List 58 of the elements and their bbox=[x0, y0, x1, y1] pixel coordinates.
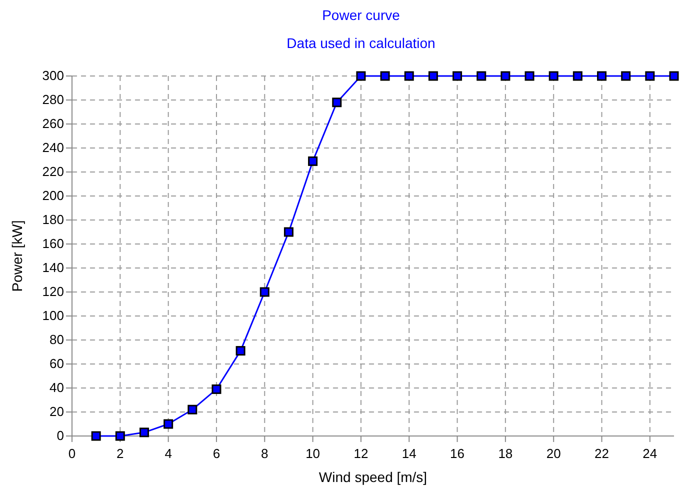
point bbox=[212, 384, 222, 394]
x-tick-label: 4 bbox=[164, 446, 172, 461]
point bbox=[597, 71, 607, 81]
point bbox=[236, 346, 246, 356]
point bbox=[524, 71, 534, 81]
y-tick-label: 260 bbox=[42, 116, 64, 131]
x-tick-label: 12 bbox=[354, 446, 368, 461]
point bbox=[308, 156, 318, 166]
y-tick-label: 40 bbox=[50, 380, 64, 395]
point bbox=[645, 71, 655, 81]
x-tick-label: 14 bbox=[402, 446, 416, 461]
y-tick-label: 60 bbox=[50, 356, 64, 371]
y-tick-label: 20 bbox=[50, 404, 64, 419]
point bbox=[188, 404, 198, 414]
point bbox=[452, 71, 462, 81]
point bbox=[139, 428, 149, 438]
point bbox=[548, 71, 558, 81]
x-tick-label: 8 bbox=[261, 446, 268, 461]
x-tick-label: 22 bbox=[594, 446, 609, 461]
y-tick-label: 240 bbox=[42, 140, 64, 155]
y-tick-label: 80 bbox=[50, 332, 64, 347]
point bbox=[621, 71, 631, 81]
y-tick-label: 100 bbox=[42, 308, 64, 323]
point bbox=[404, 71, 414, 81]
point bbox=[428, 71, 438, 81]
x-tick-label: 16 bbox=[450, 446, 465, 461]
chart-title: Power curve bbox=[322, 7, 400, 23]
x-tick-label: 2 bbox=[116, 446, 124, 461]
point bbox=[476, 71, 486, 81]
point bbox=[356, 71, 366, 81]
point bbox=[260, 287, 270, 297]
y-tick-label: 280 bbox=[42, 92, 64, 107]
x-tick-label: 24 bbox=[642, 446, 658, 461]
point bbox=[669, 71, 679, 81]
x-tick-label: 0 bbox=[68, 446, 76, 461]
point bbox=[284, 227, 294, 237]
point bbox=[572, 71, 582, 81]
chart-subtitle: Data used in calculation bbox=[286, 35, 436, 51]
point bbox=[115, 431, 125, 441]
y-tick-label: 200 bbox=[42, 188, 64, 203]
y-tick-label: 0 bbox=[56, 428, 64, 443]
y-tick-label: 180 bbox=[42, 212, 64, 227]
y-tick-label: 120 bbox=[42, 284, 64, 299]
x-tick-label: 18 bbox=[498, 446, 513, 461]
point bbox=[91, 431, 101, 441]
x-tick-label: 6 bbox=[212, 446, 220, 461]
y-tick-label: 160 bbox=[42, 236, 64, 251]
point bbox=[380, 71, 390, 81]
point bbox=[164, 419, 174, 429]
y-tick-label: 220 bbox=[42, 164, 64, 179]
x-axis-title: Wind speed [m/s] bbox=[318, 469, 428, 485]
y-axis-title: Power [kW] bbox=[9, 220, 25, 292]
point bbox=[332, 98, 342, 108]
x-tick-label: 10 bbox=[306, 446, 320, 461]
y-tick-label: 300 bbox=[42, 68, 64, 83]
x-tick-label: 20 bbox=[546, 446, 561, 461]
point bbox=[500, 71, 510, 81]
y-tick-label: 140 bbox=[42, 260, 64, 275]
